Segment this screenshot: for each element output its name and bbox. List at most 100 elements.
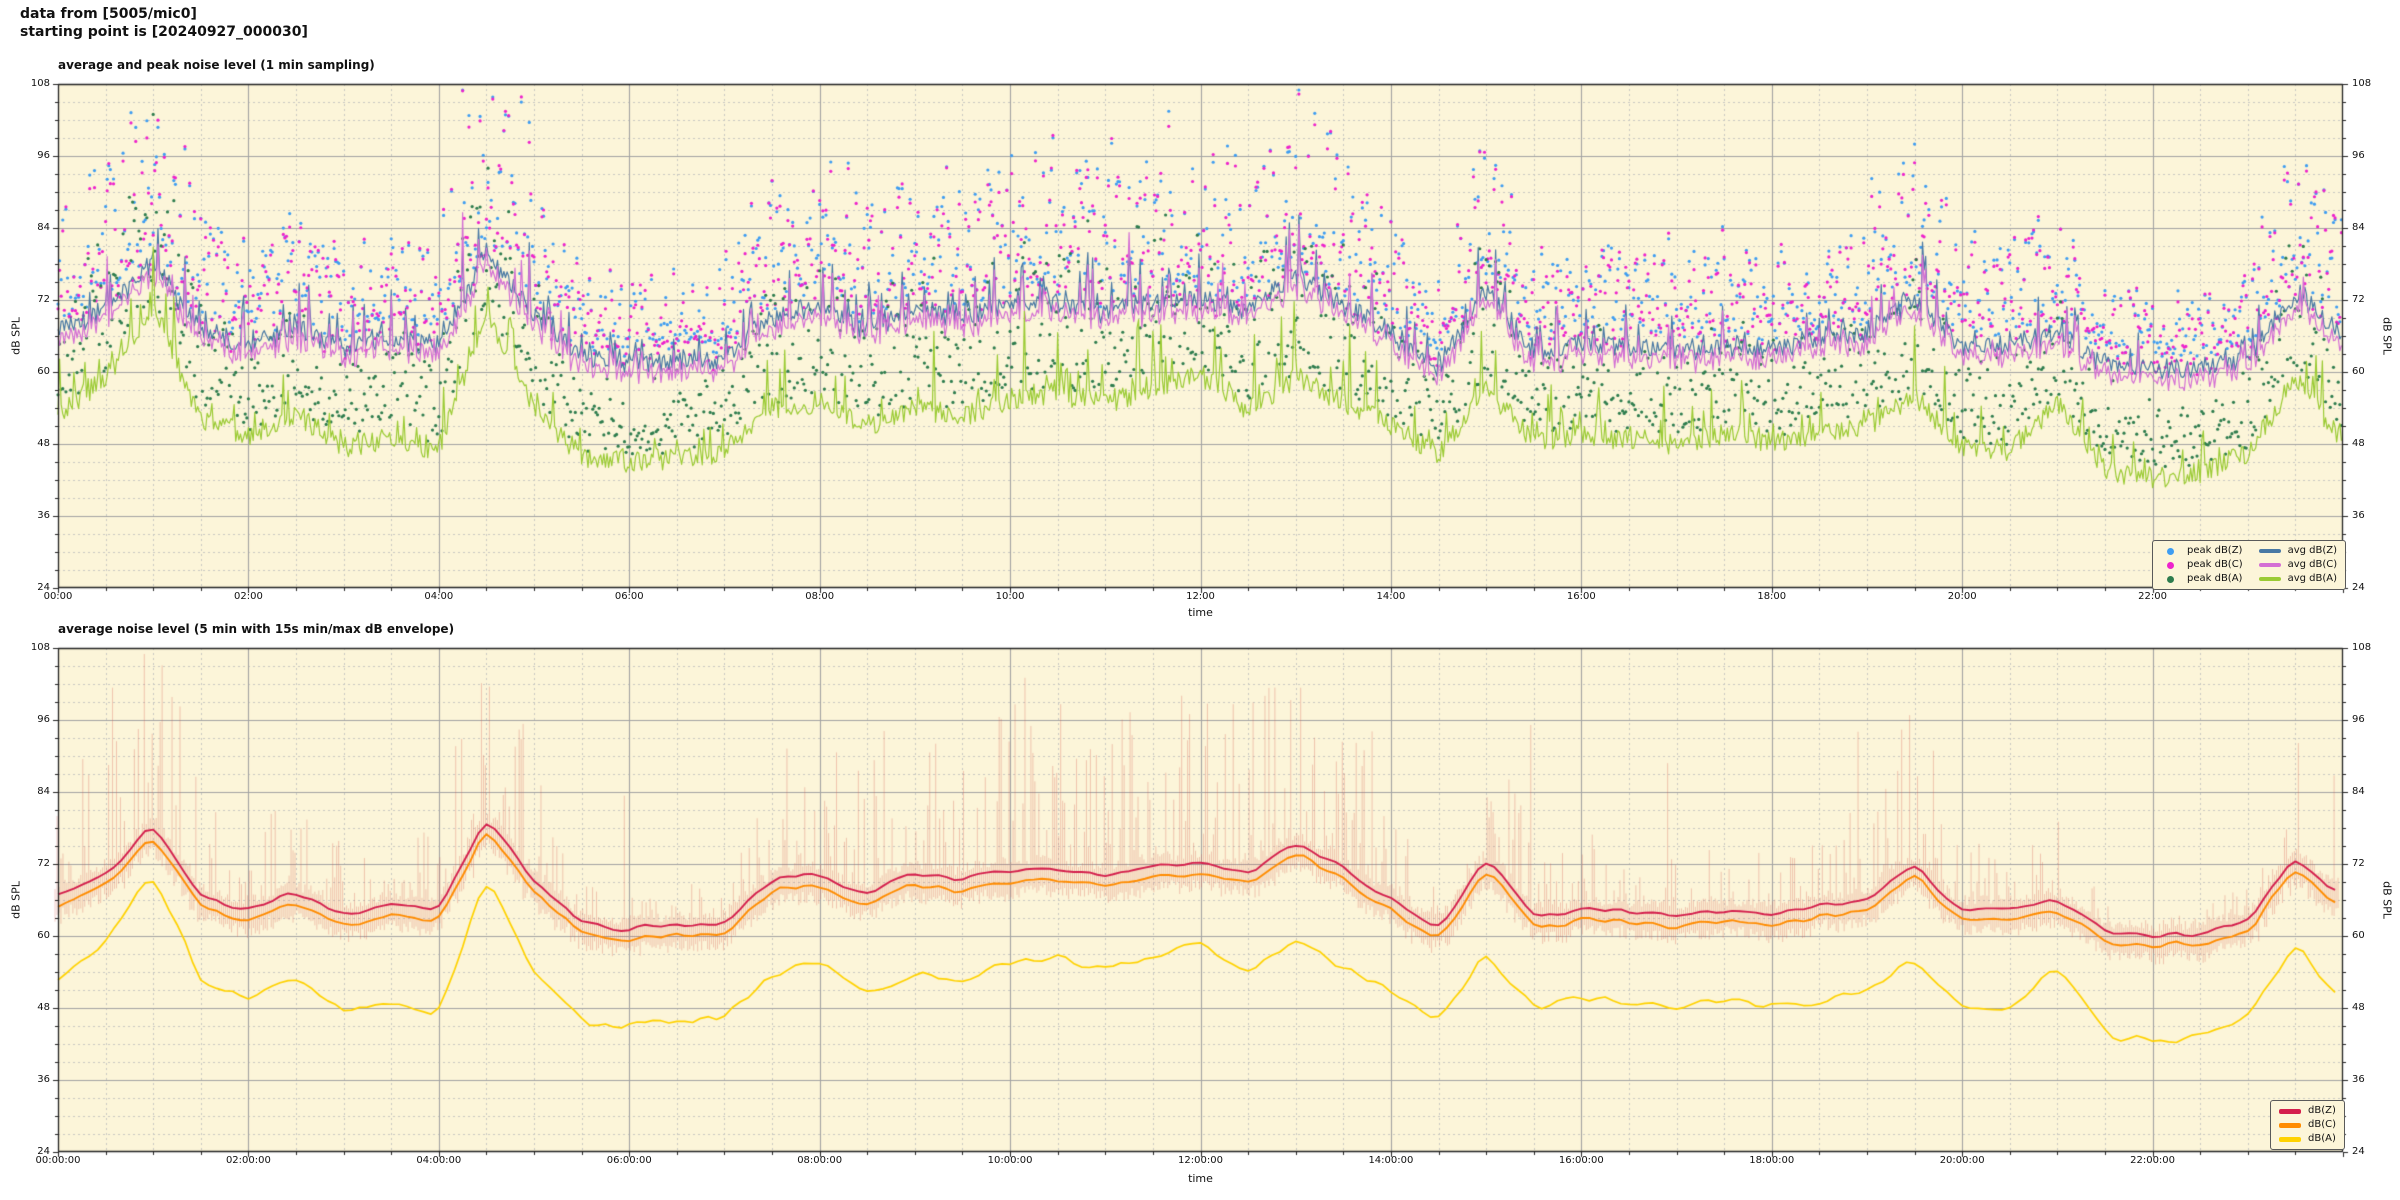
x-tick-label: 02:00 xyxy=(233,591,263,602)
legend-item: dB(Z) xyxy=(2279,1106,2336,1116)
x-tick-label: 14:00 xyxy=(1376,591,1406,602)
y-tick-label-right: 24 xyxy=(2352,582,2365,593)
y-tick-label-right: 60 xyxy=(2352,366,2365,377)
y-tick-label-right: 36 xyxy=(2352,510,2365,521)
header: data from [5005/mic0] starting point is … xyxy=(20,6,308,41)
dbz-marker-icon xyxy=(2279,1108,2301,1114)
legend-column-peaks: peak dB(Z) peak dB(C) peak dB(A) xyxy=(2161,546,2243,584)
legend-label: dB(A) xyxy=(2308,1133,2336,1144)
y-tick-label-right: 84 xyxy=(2352,222,2365,233)
y-tick-label-right: 96 xyxy=(2352,150,2365,161)
legend-item: avg dB(A) xyxy=(2258,573,2338,584)
header-line2: starting point is [20240927_000030] xyxy=(20,23,308,40)
legend-label: avg dB(A) xyxy=(2287,573,2338,584)
y-tick-label-left: 48 xyxy=(37,1002,50,1013)
chart0-title: average and peak noise level (1 min samp… xyxy=(58,58,375,72)
x-tick-label: 14:00:00 xyxy=(1368,1155,1414,1166)
y-tick-label-left: 84 xyxy=(37,222,50,233)
x-tick-label: 10:00:00 xyxy=(987,1155,1033,1166)
legend-label: peak dB(Z) xyxy=(2187,545,2243,556)
y-tick-label-left: 84 xyxy=(37,786,50,797)
y-tick-label-left: 108 xyxy=(30,78,50,89)
x-tick-label: 16:00 xyxy=(1566,591,1596,602)
y-tick-label-left: 96 xyxy=(37,150,50,161)
avg-dba-marker-icon xyxy=(2258,577,2281,581)
y-tick-label-right: 60 xyxy=(2352,930,2365,941)
peak-dbz-marker-icon xyxy=(2167,547,2174,555)
legend-label: avg dB(Z) xyxy=(2287,545,2338,556)
x-tick-label: 00:00:00 xyxy=(35,1155,81,1166)
y-tick-label-right: 96 xyxy=(2352,714,2365,725)
y-tick-label-right: 72 xyxy=(2352,294,2365,305)
chart0-plot xyxy=(46,72,2355,600)
x-tick-label: 10:00 xyxy=(995,591,1025,602)
dbc-marker-icon xyxy=(2279,1122,2301,1128)
chart1-xlabel: time xyxy=(1188,1172,1213,1185)
legend-item: avg dB(C) xyxy=(2258,559,2338,570)
dba-marker-icon xyxy=(2279,1136,2301,1142)
x-tick-label: 20:00 xyxy=(1947,591,1977,602)
y-tick-label-right: 84 xyxy=(2352,786,2365,797)
x-tick-label: 18:00 xyxy=(1757,591,1787,602)
legend-column: dB(Z) dB(C) dB(A) xyxy=(2279,1106,2336,1144)
peak-dba-marker-icon xyxy=(2167,575,2174,583)
chart1-ylabel-left: dB SPL xyxy=(9,881,23,919)
legend-item: peak dB(Z) xyxy=(2161,546,2243,556)
x-tick-label: 00:00 xyxy=(43,591,73,602)
x-tick-label: 08:00 xyxy=(805,591,835,602)
y-tick-label-right: 48 xyxy=(2352,1002,2365,1013)
y-tick-label-left: 72 xyxy=(37,294,50,305)
header-line1: data from [5005/mic0] xyxy=(20,6,197,22)
x-tick-label: 04:00 xyxy=(424,591,454,602)
y-tick-label-right: 72 xyxy=(2352,858,2365,869)
chart0-ylabel-left: dB SPL xyxy=(9,317,23,355)
y-tick-label-left: 72 xyxy=(37,858,50,869)
legend-label: dB(C) xyxy=(2308,1119,2336,1130)
chart0-xlabel: time xyxy=(1188,606,1213,619)
x-tick-label: 22:00 xyxy=(2138,591,2167,602)
legend-label: dB(Z) xyxy=(2308,1105,2336,1116)
chart1-plot xyxy=(46,636,2355,1164)
x-tick-label: 06:00 xyxy=(614,591,644,602)
avg-dbc-marker-icon xyxy=(2258,563,2281,567)
x-tick-label: 18:00:00 xyxy=(1749,1155,1795,1166)
legend-label: peak dB(C) xyxy=(2187,559,2243,570)
legend-column-avgs: avg dB(Z) avg dB(C) avg dB(A) xyxy=(2258,545,2338,584)
legend-label: peak dB(A) xyxy=(2187,573,2243,584)
y-tick-label-left: 24 xyxy=(37,1146,50,1157)
y-tick-label-right: 24 xyxy=(2352,1146,2365,1157)
peak-dbc-marker-icon xyxy=(2167,561,2174,569)
y-tick-label-left: 48 xyxy=(37,438,50,449)
y-tick-label-right: 36 xyxy=(2352,1074,2365,1085)
y-tick-label-left: 36 xyxy=(37,1074,50,1085)
y-tick-label-left: 96 xyxy=(37,714,50,725)
legend-item: dB(A) xyxy=(2279,1134,2336,1144)
x-tick-label: 04:00:00 xyxy=(416,1155,462,1166)
y-tick-label-left: 108 xyxy=(30,642,50,653)
y-tick-label-left: 60 xyxy=(37,930,50,941)
legend-item: dB(C) xyxy=(2279,1120,2336,1130)
chart1-legend: dB(Z) dB(C) dB(A) xyxy=(2270,1100,2345,1150)
y-tick-label-left: 24 xyxy=(37,582,50,593)
y-tick-label-right: 108 xyxy=(2352,642,2372,653)
chart0-legend: peak dB(Z) peak dB(C) peak dB(A) avg dB(… xyxy=(2152,540,2347,590)
x-tick-label: 12:00:00 xyxy=(1178,1155,1223,1166)
x-tick-label: 20:00:00 xyxy=(1939,1155,1985,1166)
x-tick-label: 16:00:00 xyxy=(1558,1155,1604,1166)
avg-dbz-marker-icon xyxy=(2258,549,2281,553)
y-tick-label-left: 60 xyxy=(37,366,50,377)
legend-item: avg dB(Z) xyxy=(2258,545,2338,556)
legend-item: peak dB(C) xyxy=(2161,560,2243,570)
chart1-ylabel-right: dB SPL xyxy=(2380,881,2394,919)
y-tick-label-left: 36 xyxy=(37,510,50,521)
y-tick-label-right: 108 xyxy=(2352,78,2372,89)
x-tick-label: 08:00:00 xyxy=(797,1155,843,1166)
chart0-ylabel-right: dB SPL xyxy=(2380,317,2394,355)
x-tick-label: 12:00 xyxy=(1186,591,1215,602)
legend-label: avg dB(C) xyxy=(2287,559,2338,570)
x-tick-label: 22:00:00 xyxy=(2130,1155,2176,1166)
y-tick-label-right: 48 xyxy=(2352,438,2365,449)
x-tick-label: 06:00:00 xyxy=(606,1155,652,1166)
x-tick-label: 02:00:00 xyxy=(225,1155,271,1166)
